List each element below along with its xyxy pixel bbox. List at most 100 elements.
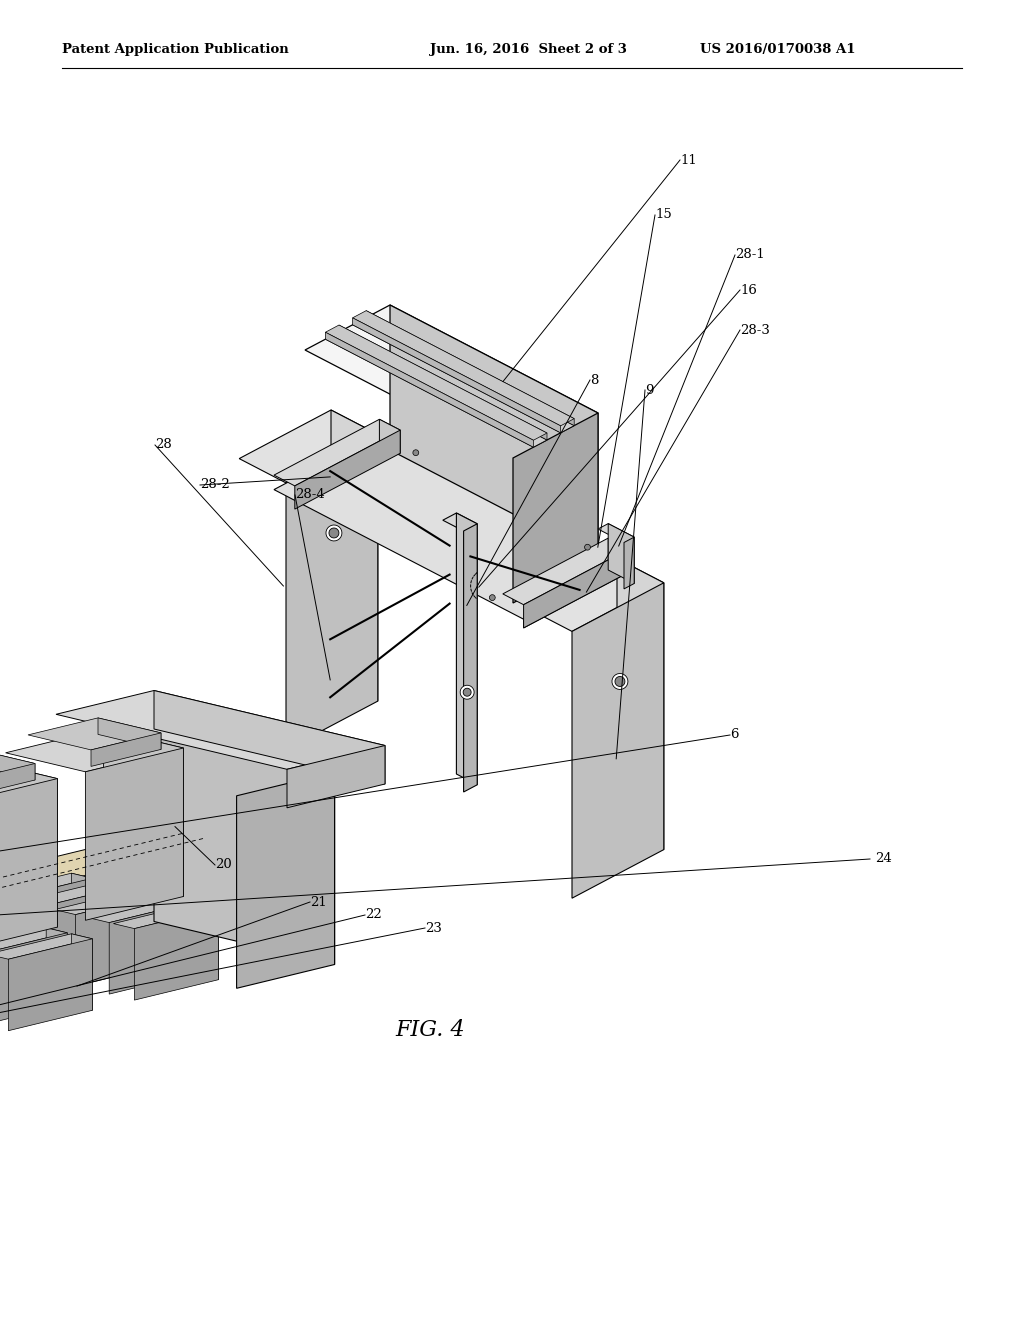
Polygon shape xyxy=(56,690,385,770)
Polygon shape xyxy=(287,746,385,808)
Polygon shape xyxy=(326,333,547,447)
Polygon shape xyxy=(0,887,287,1085)
Text: 28: 28 xyxy=(155,438,172,451)
Polygon shape xyxy=(165,830,220,882)
Polygon shape xyxy=(463,688,471,696)
Polygon shape xyxy=(0,874,92,899)
Polygon shape xyxy=(134,908,218,1001)
Polygon shape xyxy=(286,434,378,750)
Polygon shape xyxy=(612,673,628,689)
Text: US 2016/0170038 A1: US 2016/0170038 A1 xyxy=(700,44,855,57)
Text: 11: 11 xyxy=(680,153,696,166)
Polygon shape xyxy=(339,325,547,440)
Polygon shape xyxy=(0,748,35,780)
Polygon shape xyxy=(513,413,598,603)
Polygon shape xyxy=(56,729,335,796)
Polygon shape xyxy=(172,898,194,974)
Polygon shape xyxy=(42,886,126,978)
Polygon shape xyxy=(460,685,474,700)
Polygon shape xyxy=(0,759,57,927)
Polygon shape xyxy=(0,933,68,1024)
Text: 9: 9 xyxy=(645,384,653,396)
Polygon shape xyxy=(326,525,342,541)
Text: 6: 6 xyxy=(730,729,738,742)
Polygon shape xyxy=(326,325,547,441)
Polygon shape xyxy=(585,544,591,550)
Text: 23: 23 xyxy=(425,921,442,935)
Polygon shape xyxy=(489,594,496,601)
Polygon shape xyxy=(615,676,625,686)
Polygon shape xyxy=(572,583,664,898)
Polygon shape xyxy=(0,759,57,803)
Text: 8: 8 xyxy=(590,374,598,387)
Polygon shape xyxy=(0,925,34,1016)
Polygon shape xyxy=(352,318,560,433)
Polygon shape xyxy=(0,843,220,1041)
Polygon shape xyxy=(46,928,68,1005)
Polygon shape xyxy=(85,748,183,920)
Polygon shape xyxy=(76,894,160,986)
Polygon shape xyxy=(352,318,574,433)
Polygon shape xyxy=(326,333,534,447)
Polygon shape xyxy=(72,933,92,1010)
Polygon shape xyxy=(523,564,629,628)
Text: 20: 20 xyxy=(215,858,231,871)
Text: FIG. 4: FIG. 4 xyxy=(395,1019,465,1041)
Polygon shape xyxy=(114,903,218,928)
Polygon shape xyxy=(0,933,92,960)
Polygon shape xyxy=(464,524,477,792)
Text: 16: 16 xyxy=(740,284,757,297)
Polygon shape xyxy=(380,420,400,453)
Text: Jun. 16, 2016  Sheet 2 of 3: Jun. 16, 2016 Sheet 2 of 3 xyxy=(430,44,627,57)
Polygon shape xyxy=(525,558,664,631)
Polygon shape xyxy=(54,890,160,915)
Polygon shape xyxy=(28,718,161,750)
Polygon shape xyxy=(237,772,335,989)
Polygon shape xyxy=(154,690,385,784)
Polygon shape xyxy=(240,411,378,483)
Polygon shape xyxy=(295,430,400,510)
Polygon shape xyxy=(523,549,629,628)
Polygon shape xyxy=(22,882,126,907)
Polygon shape xyxy=(154,729,335,965)
Polygon shape xyxy=(198,903,218,979)
Polygon shape xyxy=(0,763,35,797)
Polygon shape xyxy=(91,733,161,767)
Polygon shape xyxy=(0,748,35,780)
Polygon shape xyxy=(274,434,629,619)
Polygon shape xyxy=(0,830,220,1003)
Polygon shape xyxy=(352,310,574,426)
Polygon shape xyxy=(442,513,477,531)
Text: 24: 24 xyxy=(874,853,892,866)
Text: 28-1: 28-1 xyxy=(735,248,765,261)
Text: 15: 15 xyxy=(655,209,672,222)
Polygon shape xyxy=(367,310,574,425)
Polygon shape xyxy=(624,537,634,589)
Polygon shape xyxy=(12,920,34,997)
Polygon shape xyxy=(103,729,183,896)
Polygon shape xyxy=(457,513,477,785)
Text: 28-4: 28-4 xyxy=(295,488,325,502)
Polygon shape xyxy=(331,411,378,701)
Polygon shape xyxy=(617,558,664,850)
Polygon shape xyxy=(329,528,339,539)
Polygon shape xyxy=(72,874,92,949)
Text: 22: 22 xyxy=(365,908,382,921)
Polygon shape xyxy=(274,420,400,486)
Polygon shape xyxy=(503,539,629,605)
Polygon shape xyxy=(110,902,194,994)
Polygon shape xyxy=(0,928,68,953)
Polygon shape xyxy=(138,890,160,966)
Polygon shape xyxy=(598,524,634,543)
Polygon shape xyxy=(105,882,126,958)
Polygon shape xyxy=(0,853,287,1057)
Polygon shape xyxy=(0,779,57,950)
Polygon shape xyxy=(413,450,419,455)
Polygon shape xyxy=(390,305,598,558)
Polygon shape xyxy=(305,305,598,458)
Polygon shape xyxy=(5,729,183,772)
Text: FIG. 3: FIG. 3 xyxy=(395,510,465,531)
Polygon shape xyxy=(98,718,161,750)
Text: 28-3: 28-3 xyxy=(740,323,770,337)
Polygon shape xyxy=(608,524,634,583)
